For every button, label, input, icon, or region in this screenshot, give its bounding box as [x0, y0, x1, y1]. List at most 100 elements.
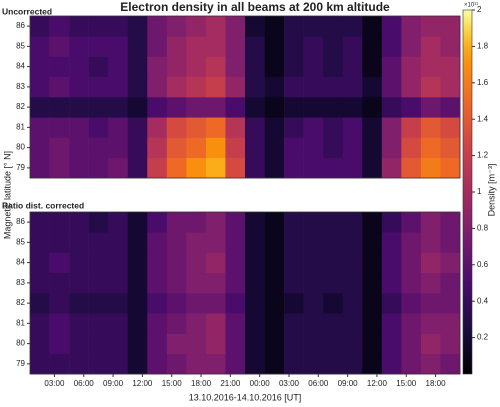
heatmap-cell: [303, 313, 324, 334]
heatmap-cell: [49, 353, 70, 375]
heatmap-cell: [362, 212, 383, 233]
heatmap-cell: [401, 76, 422, 98]
heatmap-cell: [166, 313, 187, 334]
heatmap-cell: [440, 353, 461, 375]
heatmap-cell: [30, 157, 50, 179]
heatmap-cell: [69, 212, 89, 233]
heatmap-cell: [381, 56, 402, 78]
heatmap-cell: [264, 252, 285, 274]
heatmap-cell: [245, 97, 265, 118]
panel-title: Uncorrected: [2, 6, 52, 16]
heatmap-cell: [284, 272, 304, 294]
heatmap-cell: [147, 232, 168, 253]
x-tick-label: 15:00: [396, 379, 417, 388]
heatmap-cell: [30, 117, 50, 138]
heatmap-cell: [342, 333, 363, 355]
heatmap-cell: [166, 272, 187, 294]
heatmap-cell: [127, 272, 148, 294]
heatmap-cell: [245, 293, 265, 314]
heatmap-cell: [264, 232, 285, 253]
heatmap-cell: [264, 97, 285, 118]
heatmap-cell: [30, 353, 50, 375]
heatmap-cell: [88, 157, 109, 179]
heatmap-cell: [303, 137, 324, 159]
colorbar-tick-label: 1.6: [477, 78, 489, 87]
heatmap-cell: [323, 272, 344, 294]
heatmap-cell: [166, 137, 187, 159]
heatmap-cell: [401, 56, 422, 78]
heatmap-cell: [342, 293, 363, 314]
heatmap-cell: [49, 16, 70, 37]
heatmap-cell: [440, 272, 461, 294]
heatmap-cell: [264, 313, 285, 334]
heatmap-cell: [225, 76, 246, 98]
panel-title: Ratio dist. corrected: [2, 200, 84, 210]
heatmap-cell: [205, 97, 226, 118]
heatmap-cell: [420, 36, 441, 57]
heatmap-cell: [303, 117, 324, 138]
heatmap-cell: [49, 293, 70, 314]
heatmap-cell: [108, 137, 129, 159]
heatmap-cell: [323, 212, 344, 233]
heatmap-cell: [342, 252, 363, 274]
y-tick-label: 79: [16, 359, 25, 368]
heatmap-cell: [245, 117, 265, 138]
heatmap-cell: [362, 36, 383, 57]
heatmap-cell: [381, 313, 402, 334]
heatmap-cell: [381, 252, 402, 274]
heatmap-cell: [108, 97, 129, 118]
heatmap-cell: [30, 56, 50, 78]
heatmap-cell: [69, 333, 89, 355]
heatmap-cell: [245, 36, 265, 57]
heatmap-cell: [440, 293, 461, 314]
x-tick-label: 12:00: [132, 379, 153, 388]
heatmap-cell: [166, 333, 187, 355]
heatmap-cell: [362, 353, 383, 375]
heatmap-cell: [166, 252, 187, 274]
heatmap-cell: [264, 76, 285, 98]
heatmap-cell: [88, 353, 109, 375]
heatmap-cell: [323, 353, 344, 375]
heatmap-cell: [69, 97, 89, 118]
heatmap-cell: [205, 36, 226, 57]
heatmap-cell: [147, 272, 168, 294]
heatmap-cell: [127, 313, 148, 334]
heatmap-cell: [147, 293, 168, 314]
heatmap-cell: [186, 36, 207, 57]
heatmap-cell: [440, 117, 461, 138]
heatmap-cell: [69, 117, 89, 138]
heatmap-cell: [147, 117, 168, 138]
heatmap-cell: [420, 232, 441, 253]
colorbar-tick-label: 0.8: [477, 224, 489, 233]
heatmap-cell: [69, 293, 89, 314]
heatmap-cell: [166, 212, 187, 233]
heatmap-cell: [108, 313, 129, 334]
heatmap-cell: [381, 97, 402, 118]
heatmap-cell: [127, 293, 148, 314]
heatmap-cell: [440, 137, 461, 159]
colorbar-tick-label: 0.4: [477, 296, 489, 305]
heatmap-cell: [88, 232, 109, 253]
heatmap-cell: [440, 252, 461, 274]
heatmap-cell: [245, 272, 265, 294]
heatmap-cell: [342, 97, 363, 118]
heatmap-cell: [108, 272, 129, 294]
heatmap-cell: [147, 16, 168, 37]
heatmap-cell: [401, 157, 422, 179]
y-tick-label: 84: [16, 258, 25, 267]
heatmap-cell: [245, 313, 265, 334]
heatmap-cell: [303, 97, 324, 118]
heatmap-cell: [381, 272, 402, 294]
heatmap-cell: [166, 157, 187, 179]
heatmap-cell: [186, 353, 207, 375]
heatmap-cell: [205, 56, 226, 78]
heatmap-cell: [166, 56, 187, 78]
heatmap-cell: [30, 76, 50, 98]
heatmap-cell: [186, 16, 207, 37]
heatmap-cell: [362, 272, 383, 294]
heatmap-cell: [205, 333, 226, 355]
heatmap-cell: [362, 76, 383, 98]
heatmap-cell: [108, 252, 129, 274]
heatmap-cell: [69, 157, 89, 179]
heatmap-cell: [88, 333, 109, 355]
